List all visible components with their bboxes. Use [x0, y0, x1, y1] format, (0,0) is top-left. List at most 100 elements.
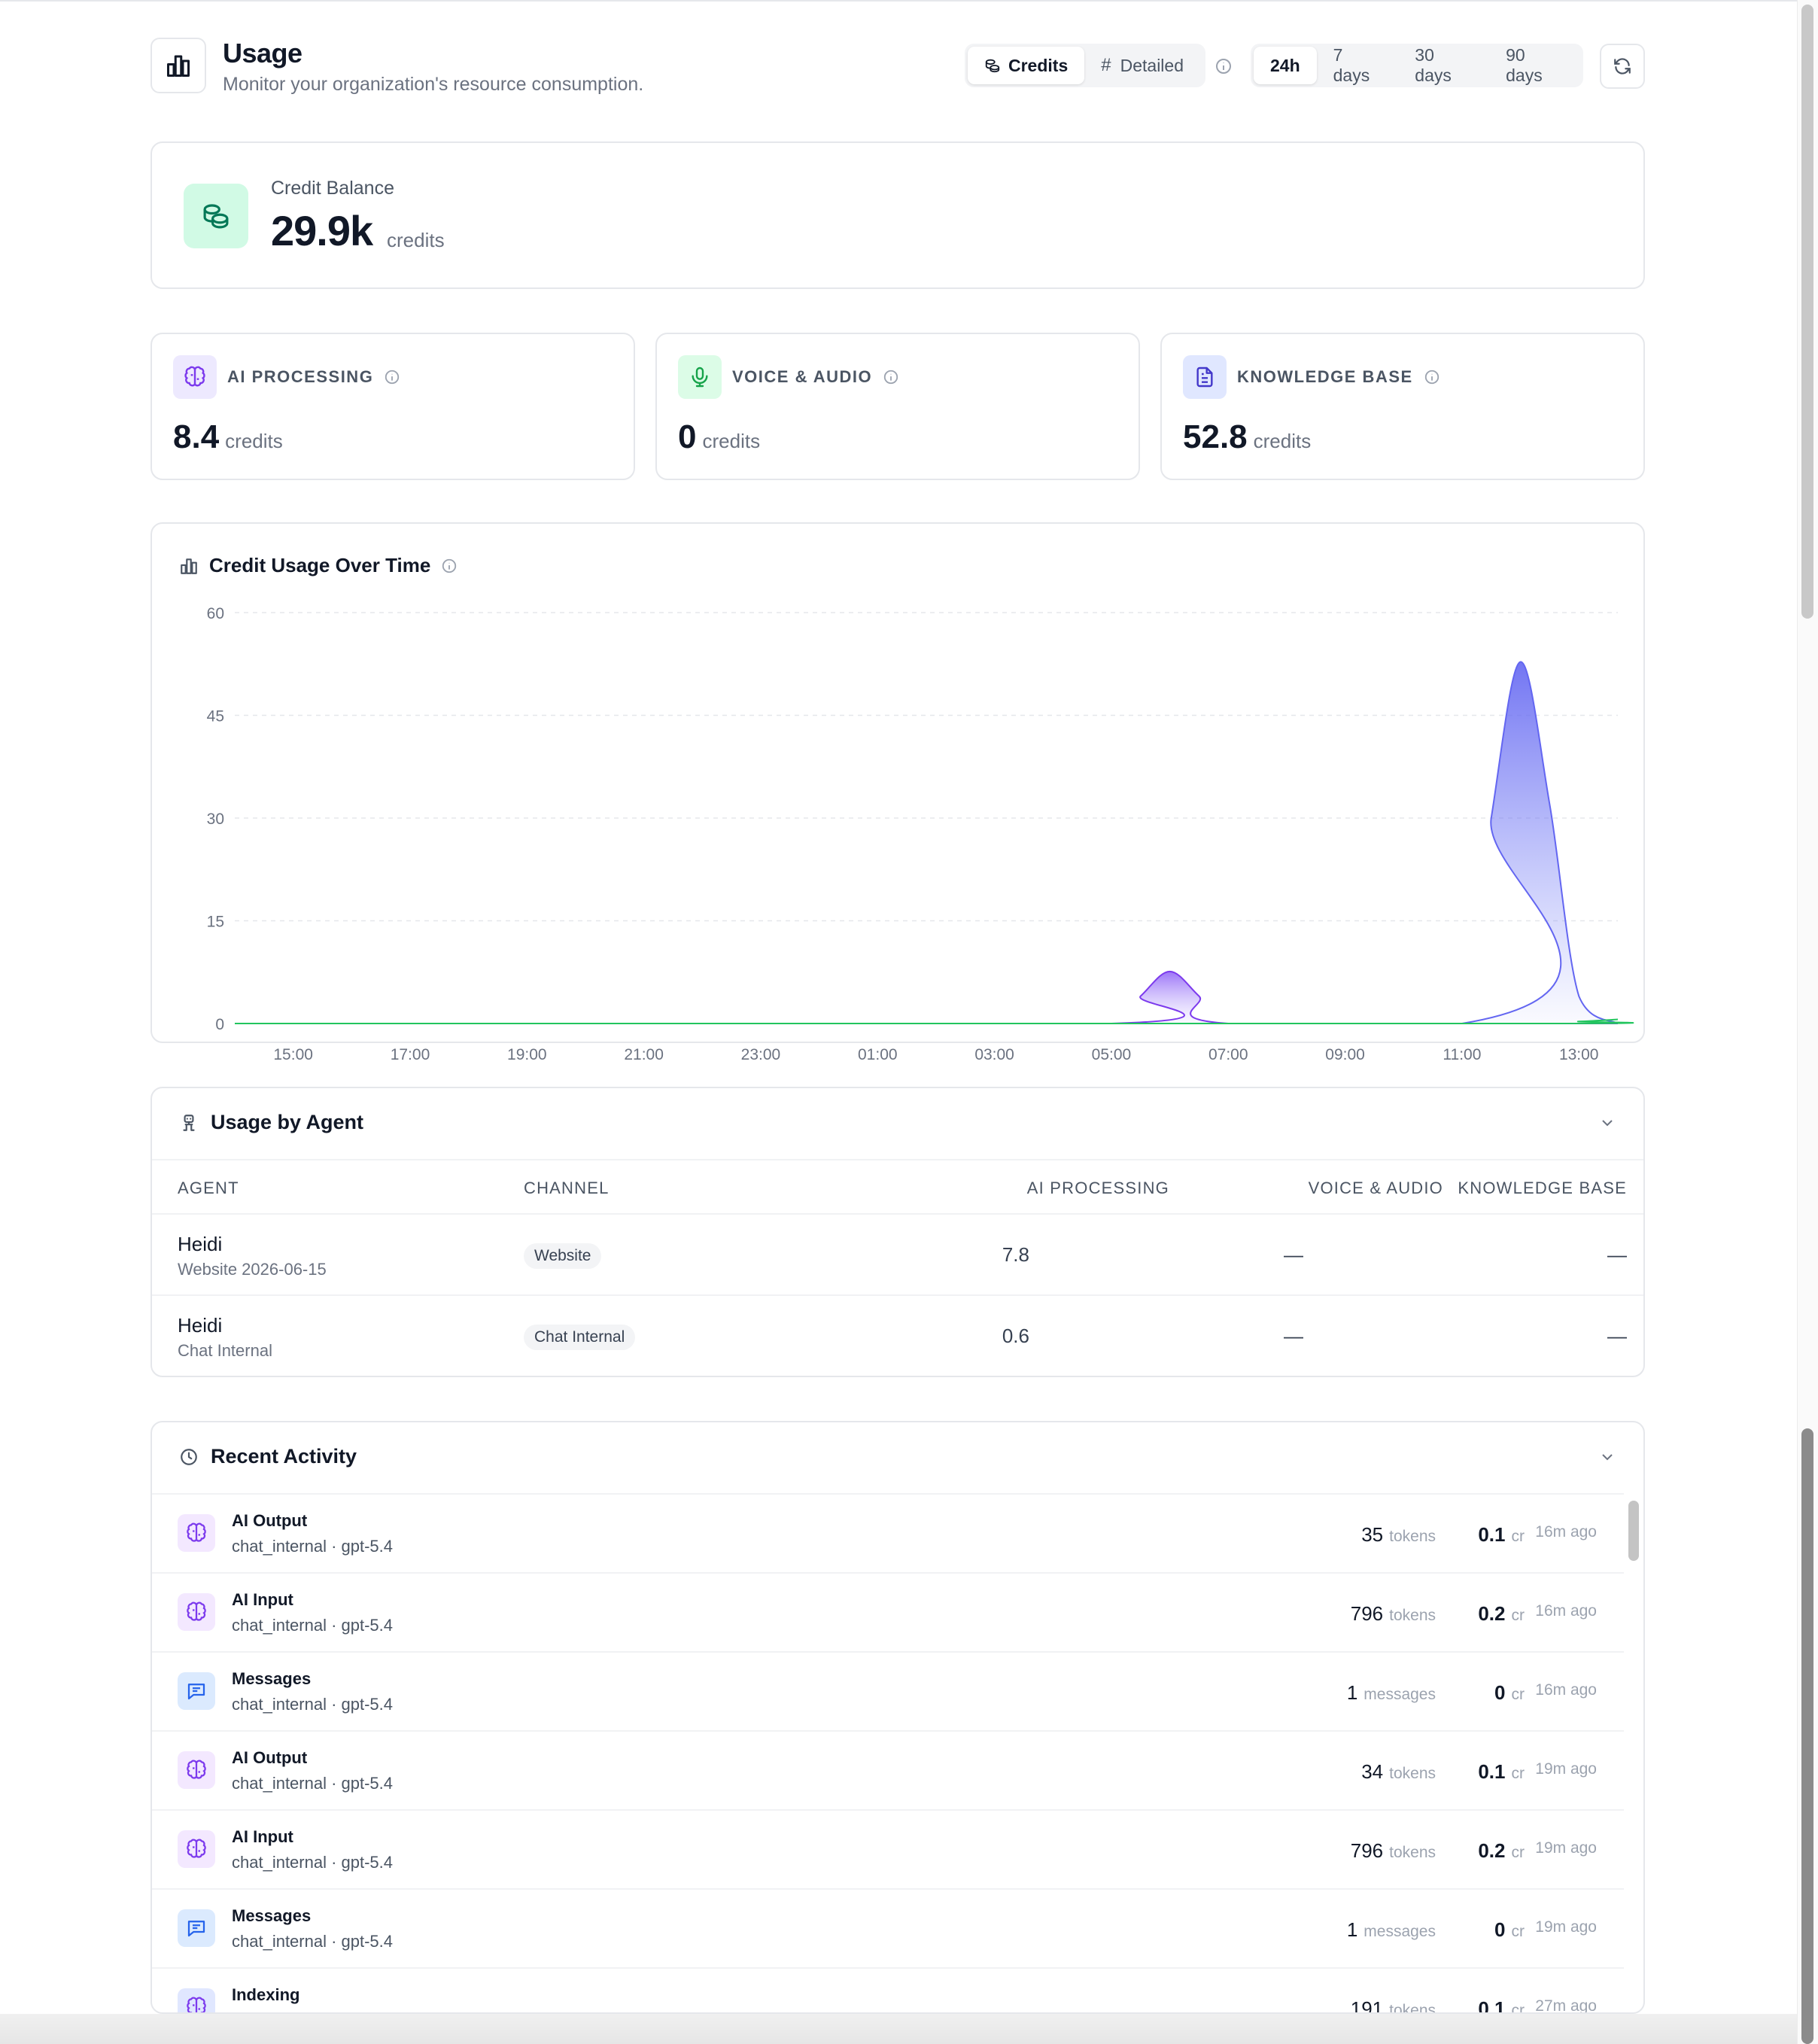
activity-count: 796 tokens: [1351, 1839, 1436, 1863]
range-30days-button[interactable]: 30 days: [1415, 45, 1452, 85]
credits-toggle-button[interactable]: Credits: [968, 47, 1085, 84]
voice-audio-value: —: [1284, 1243, 1303, 1266]
agent-table-header: AGENT CHANNEL AI PROCESSING VOICE & AUDI…: [152, 1159, 1643, 1215]
count-unit: messages: [1364, 1923, 1436, 1940]
detailed-toggle-button[interactable]: # Detailed: [1084, 47, 1200, 84]
info-icon[interactable]: [384, 369, 400, 385]
col-voice-audio: VOICE & AUDIO: [1308, 1179, 1443, 1197]
credits-unit: cr: [1511, 1607, 1525, 1624]
activity-credits: 0.1 cr: [1478, 1760, 1525, 1784]
robot-icon: [183, 1114, 195, 1131]
page-scrollbar-thumb-active[interactable]: [1801, 1428, 1813, 2044]
x-tick-label: 17:00: [391, 1046, 430, 1063]
activity-sub: chat_internal · gpt-5.4: [232, 1853, 394, 1872]
count-value: 191: [1350, 1997, 1384, 2014]
count-unit: messages: [1364, 1686, 1436, 1703]
stat-label-row: AI PROCESSING: [227, 367, 400, 387]
activity-time: 16m ago: [1535, 1523, 1597, 1541]
x-tick-label: 13:00: [1559, 1046, 1599, 1063]
count-unit: tokens: [1389, 1607, 1436, 1624]
activity-count: 34 tokens: [1361, 1760, 1436, 1784]
table-row[interactable]: Heidi Website 2026-06-15 Website 7.8 — —: [152, 1215, 1643, 1296]
activity-row[interactable]: AI Output chat_internal · gpt-5.4 34 tokens…: [152, 1732, 1624, 1811]
stat-card-ai-processing: AI PROCESSING 8.4 credits: [150, 333, 635, 480]
ai-processing-value: 7.8: [1002, 1243, 1029, 1266]
x-tick-label: 01:00: [858, 1046, 898, 1063]
count-value: 35: [1361, 1523, 1384, 1546]
page-subtitle: Monitor your organization's resource con…: [223, 74, 644, 95]
credit-balance-card: Credit Balance 29.9k credits: [150, 141, 1645, 289]
agent-name: Heidi: [178, 1314, 223, 1337]
count-value: 796: [1350, 1839, 1384, 1862]
x-tick-label: 11:00: [1443, 1046, 1481, 1063]
brain-icon: [178, 1988, 215, 2012]
x-tick-label: 07:00: [1208, 1046, 1248, 1063]
activity-list[interactable]: AI Output chat_internal · gpt-5.4 35 tokens…: [152, 1493, 1624, 2014]
stat-label-row: VOICE & AUDIO: [732, 367, 899, 387]
chat-icon: [178, 1672, 215, 1710]
activity-row[interactable]: Indexing 191 tokens 0.1 cr 27m ago: [152, 1969, 1624, 2014]
activity-section-header: Recent Activity: [179, 1445, 357, 1468]
ai-processing-value: 0.6: [1002, 1325, 1029, 1347]
activity-sub: chat_internal · gpt-5.4: [232, 1616, 394, 1635]
activity-title: Indexing: [232, 1985, 300, 2004]
y-tick-label: 30: [207, 811, 224, 828]
page-scrollbar-thumb[interactable]: [1801, 5, 1813, 619]
credits-value: 0.1: [1478, 1997, 1506, 2014]
stat-value-row: 52.8 credits: [1183, 418, 1311, 456]
agent-section-header: Usage by Agent: [179, 1111, 363, 1134]
count-value: 1: [1346, 1918, 1358, 1941]
activity-time: 19m ago: [1535, 1918, 1597, 1936]
credit-usage-chart: 0 15 30 45 60 15:00 17:00 19:00 21:00 23:00 01:00 0…: [207, 605, 1634, 1063]
credits-value: 0.2: [1478, 1839, 1506, 1862]
brain-icon: [178, 1830, 215, 1868]
credits-unit: cr: [1511, 1686, 1525, 1703]
credits-unit: cr: [1511, 1923, 1525, 1940]
activity-row[interactable]: AI Input chat_internal · gpt-5.4 796 tokens…: [152, 1811, 1624, 1890]
range-90days-button[interactable]: 90 days: [1506, 45, 1543, 85]
info-icon[interactable]: [1424, 369, 1440, 385]
stat-value-row: 8.4 credits: [173, 418, 283, 456]
stat-card-voice-audio: VOICE & AUDIO 0 credits: [655, 333, 1140, 480]
count-value: 1: [1346, 1681, 1358, 1704]
count-unit: tokens: [1389, 2002, 1436, 2014]
credits-unit: cr: [1511, 1844, 1525, 1861]
x-tick-label: 21:00: [624, 1046, 664, 1063]
view-toggle: Credits # Detailed: [965, 44, 1205, 87]
activity-row[interactable]: Messages chat_internal · gpt-5.4 1 messages…: [152, 1890, 1624, 1969]
activity-scrollbar[interactable]: [1628, 1501, 1639, 1561]
page-header: Usage Monitor your organization's resour…: [150, 36, 1645, 96]
activity-credits: 0.1 cr: [1478, 1997, 1525, 2014]
coins-icon: [985, 59, 1000, 73]
info-icon[interactable]: [441, 558, 458, 574]
col-ai-processing: AI PROCESSING: [1026, 1179, 1169, 1197]
credits-value: 0: [1494, 1681, 1506, 1704]
chevron-down-icon[interactable]: [1598, 1114, 1616, 1132]
stat-card-knowledge-base: KNOWLEDGE BASE 52.8 credits: [1160, 333, 1645, 480]
y-tick-label: 45: [207, 708, 224, 725]
activity-count: 35 tokens: [1361, 1523, 1436, 1547]
info-icon[interactable]: [1215, 57, 1233, 79]
range-24h-button[interactable]: 24h: [1254, 47, 1317, 84]
chart-title: Credit Usage Over Time: [209, 554, 431, 576]
stat-label: KNOWLEDGE BASE: [1237, 367, 1413, 386]
series-line: [235, 661, 1619, 1025]
credits-unit: cr: [1511, 1528, 1525, 1545]
chat-icon: [178, 1909, 215, 1947]
credits-value: 0: [1494, 1918, 1506, 1941]
count-value: 796: [1350, 1602, 1384, 1625]
refresh-button[interactable]: [1600, 44, 1645, 89]
activity-row[interactable]: Messages chat_internal · gpt-5.4 1 messages…: [152, 1653, 1624, 1732]
series-area: [235, 662, 1618, 1024]
activity-row[interactable]: AI Output chat_internal · gpt-5.4 35 tokens…: [152, 1495, 1624, 1574]
info-icon[interactable]: [883, 369, 899, 385]
range-7days-button[interactable]: 7 days: [1333, 45, 1370, 85]
activity-sub: chat_internal · gpt-5.4: [232, 1932, 394, 1951]
stat-value-row: 0 credits: [678, 418, 760, 456]
chevron-down-icon[interactable]: [1598, 1448, 1616, 1466]
activity-row[interactable]: AI Input chat_internal · gpt-5.4 796 tokens…: [152, 1574, 1624, 1653]
x-tick-label: 03:00: [974, 1046, 1014, 1063]
table-row[interactable]: Heidi Chat Internal Chat Internal 0.6 — …: [152, 1296, 1643, 1376]
activity-sub: chat_internal · gpt-5.4: [232, 1537, 394, 1556]
balance-label: Credit Balance: [271, 178, 394, 199]
